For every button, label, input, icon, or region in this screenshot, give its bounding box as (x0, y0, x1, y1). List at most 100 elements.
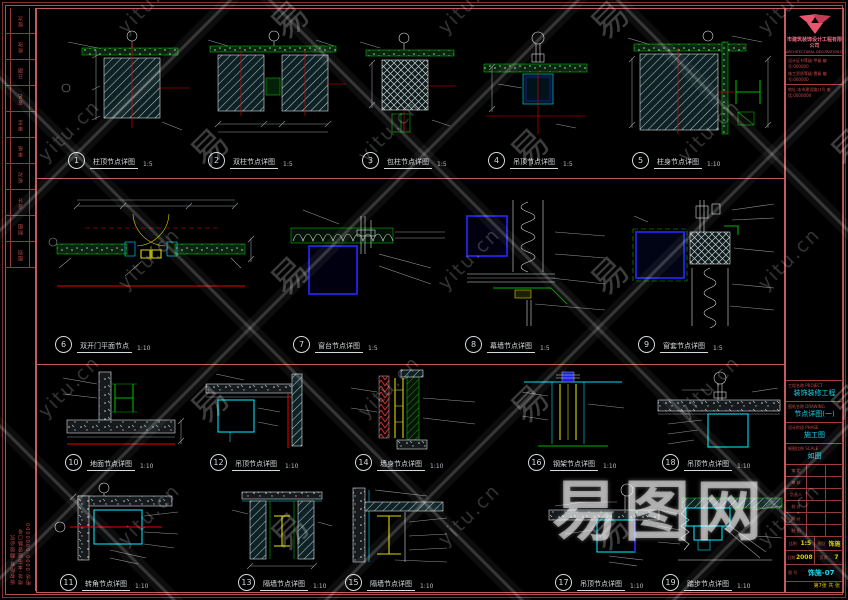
detail-1: 1 柱顶节点详图 1:5 (58, 28, 198, 170)
detail-label: 5 柱身节点详图 1:10 (632, 152, 720, 169)
detail-label: 17 吊顶节点详图 1:10 (555, 574, 643, 591)
detail-scale: 1:10 (140, 463, 154, 470)
detail-5-drawing (627, 30, 772, 135)
field-value: 施工图 (804, 431, 825, 439)
field-label: 工程名称 PROJECT (788, 383, 823, 388)
detail-label: 19 踏步节点详图 1:10 (662, 574, 750, 591)
title-block: 市建筑装饰设计工程有限公司 ARCHITECTURAL DECORATION D… (785, 8, 844, 593)
detail-label: 9 窗套节点详图 1:5 (638, 336, 723, 353)
detail-8-drawing (466, 200, 606, 326)
detail-scale: 1:10 (135, 583, 149, 590)
title-block-field: 设计阶段 PHASE 施工图 (786, 422, 843, 443)
row-separator-1 (37, 178, 784, 179)
detail-3: 3 包柱节点详图 1:5 (352, 28, 467, 170)
revision-row-label: 校对 (17, 170, 24, 183)
detail-title: 窗台节点详图 (315, 341, 363, 353)
detail-number: 1 (68, 152, 85, 169)
signature-cell (807, 525, 826, 536)
address-line: 地址:本市建设路口号 电话:0000000 (788, 87, 831, 98)
revision-row: 版次 (5, 8, 35, 34)
cert-line-1: 设计证书等级:甲级 编号:000000 (788, 58, 827, 69)
detail-13-drawing (231, 491, 333, 570)
signature-label: 校 对 (786, 501, 807, 512)
detail-12-drawing (205, 373, 303, 448)
detail-number: 8 (465, 336, 482, 353)
field-value: 节点详图(一) (794, 410, 835, 418)
detail-title: 转角节点详图 (82, 579, 130, 591)
detail-number: 15 (345, 574, 362, 591)
detail-label: 12 吊顶节点详图 1:10 (210, 454, 298, 471)
detail-title: 吊顶节点详图 (684, 459, 732, 471)
signature-row: 设 计 (786, 513, 843, 525)
detail-scale: 1:10 (285, 463, 299, 470)
detail-number: 11 (60, 574, 77, 591)
detail-label: 1 柱顶节点详图 1:5 (68, 152, 153, 169)
detail-2: 2 双柱节点详图 1:5 (198, 28, 348, 170)
revision-row-label: 审核 (17, 144, 24, 157)
detail-17: 17 吊顶节点详图 1:10 (545, 482, 663, 592)
detail-6-drawing (48, 199, 255, 287)
detail-number: 9 (638, 336, 655, 353)
detail-label: 13 隔墙节点详图 1:10 (238, 574, 326, 591)
detail-label: 15 隔墙节点详图 1:10 (345, 574, 433, 591)
detail-18-drawing (657, 371, 781, 448)
detail-11-drawing (54, 482, 179, 565)
field-value: 装饰装修工程 (793, 389, 836, 397)
detail-label: 3 包柱节点详图 1:5 (362, 152, 447, 169)
detail-10: 10 地面节点详图 1:10 (55, 368, 190, 472)
scale-date-cell: 图别 饰施 (815, 537, 843, 550)
drawing-number-value: 饰施-07 (807, 569, 835, 577)
detail-label: 7 窗台节点详图 1:5 (293, 336, 378, 353)
company-logo (786, 9, 843, 36)
signature-cell (826, 477, 844, 488)
cell-label: 比例 (788, 540, 797, 546)
detail-number: 5 (632, 152, 649, 169)
detail-scale: 1:5 (368, 345, 378, 352)
detail-10-drawing (62, 371, 185, 445)
revision-row-label: 设计 (17, 196, 24, 209)
field-label: 图纸名称 DRAWING (788, 404, 825, 409)
page-note: 第7张 共 张 (813, 583, 840, 589)
detail-label: 2 双柱节点详图 1:5 (208, 152, 293, 169)
detail-5: 5 柱身节点详图 1:10 (622, 28, 782, 170)
detail-title: 包柱节点详图 (384, 157, 432, 169)
detail-title: 踏步节点详图 (684, 579, 732, 591)
detail-title: 钢架节点详图 (550, 459, 598, 471)
detail-12: 12 吊顶节点详图 1:10 (200, 368, 312, 472)
detail-4: 4 吊顶节点详图 1:5 (478, 28, 593, 170)
detail-17-drawing (548, 483, 660, 567)
detail-19: 19 踏步节点详图 1:10 (652, 482, 790, 592)
detail-16-drawing (521, 371, 625, 447)
detail-label: 11 转角节点详图 1:10 (60, 574, 148, 591)
detail-number: 14 (355, 454, 372, 471)
detail-18: 18 吊顶节点详图 1:10 (652, 368, 787, 472)
signature-label: 审 核 (786, 477, 807, 488)
detail-8: 8 幕墙节点详图 1:5 (455, 192, 627, 354)
detail-number: 13 (238, 574, 255, 591)
detail-title: 双开门平面节点 (77, 341, 132, 353)
detail-number: 6 (55, 336, 72, 353)
detail-scale: 1:5 (437, 161, 447, 168)
signature-cell (807, 489, 826, 500)
revision-row: 图别 (5, 242, 35, 268)
detail-scale: 1:10 (603, 463, 617, 470)
signature-cell (807, 465, 826, 476)
detail-title: 吊顶节点详图 (510, 157, 558, 169)
company-name-en: ARCHITECTURAL DECORATION DESIGN ENGINEER… (786, 50, 843, 54)
signature-label: 负责人 (786, 489, 807, 500)
title-block-spacer (786, 99, 843, 380)
detail-scale: 1:10 (313, 583, 327, 590)
detail-title: 柱顶节点详图 (90, 157, 138, 169)
detail-title: 墙身节点详图 (377, 459, 425, 471)
detail-6: 6 双开门平面节点 1:10 (45, 192, 257, 354)
title-block-fields: 工程名称 PROJECT 装饰装修工程图纸名称 DRAWING 节点详图(一) 设计阶… (786, 380, 843, 464)
cell-value: 7 (834, 554, 839, 561)
divider (786, 84, 843, 85)
detail-number: 12 (210, 454, 227, 471)
detail-label: 6 双开门平面节点 1:10 (55, 336, 150, 353)
detail-7-drawing (290, 209, 445, 295)
cell-value: 1:5 (800, 540, 812, 547)
detail-label: 18 吊顶节点详图 1:10 (662, 454, 750, 471)
revision-row: 修改 (5, 34, 35, 60)
